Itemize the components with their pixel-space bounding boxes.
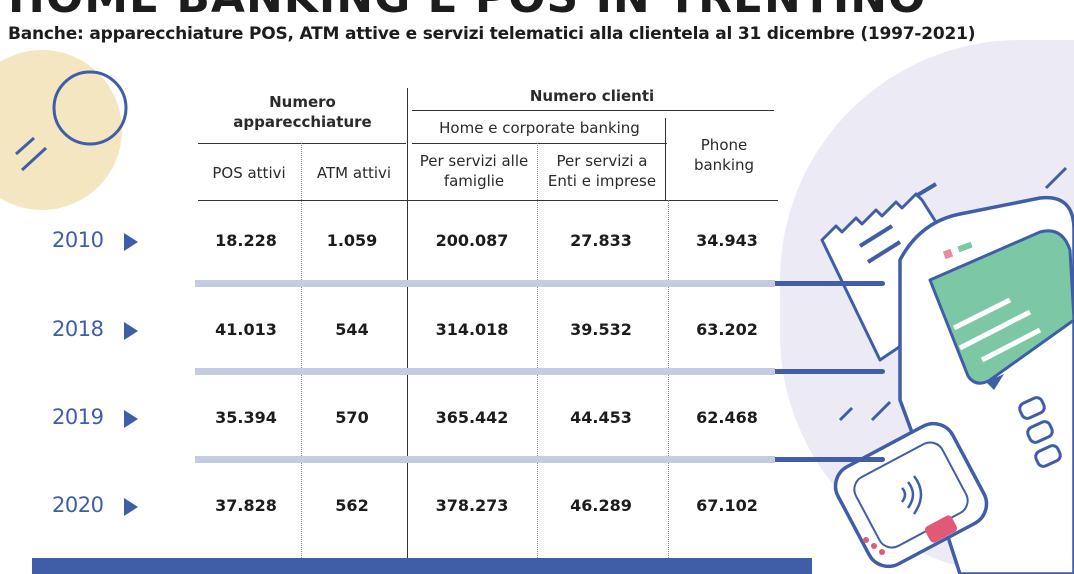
header-rule (412, 143, 667, 144)
row-year-label: 2010 (52, 228, 104, 252)
table-cell: 314.018 (435, 320, 509, 339)
header-col-phone: Phone banking (693, 136, 755, 174)
page-subtitle: Banche: apparecchiature POS, ATM attive … (8, 24, 976, 44)
table-cell: 200.087 (435, 231, 509, 250)
header-subgroup-home-banking: Home e corporate banking (439, 119, 640, 137)
header-col-atm: ATM attivi (316, 164, 392, 182)
table-cell: 18.228 (215, 231, 277, 250)
table-cell: 1.059 (326, 231, 378, 250)
dash-decoration (1044, 166, 1068, 190)
table-cell: 35.394 (215, 408, 277, 427)
row-separator-extension (775, 369, 885, 374)
row-arrow-icon (124, 322, 138, 340)
table-cell: 46.289 (570, 496, 632, 515)
row-separator-extension (775, 457, 885, 462)
row-arrow-icon (124, 410, 138, 428)
row-separator (195, 456, 775, 463)
footer-bar (32, 558, 812, 574)
row-separator-extension (775, 281, 885, 286)
column-divider (668, 200, 669, 574)
table-cell: 37.828 (215, 496, 277, 515)
table-cell: 570 (335, 408, 369, 427)
table-cell: 27.833 (570, 231, 632, 250)
table-cell: 544 (335, 320, 369, 339)
table-cell: 34.943 (696, 231, 758, 250)
row-arrow-icon (124, 498, 138, 516)
header-col-famiglie: Per servizi alle famiglie (419, 152, 529, 190)
dash-decoration (838, 406, 854, 422)
dash-decoration (15, 136, 35, 156)
table-cell: 39.532 (570, 320, 632, 339)
row-arrow-icon (124, 233, 138, 251)
row-separator (195, 368, 775, 375)
table-cell: 44.453 (570, 408, 632, 427)
table-cell: 67.102 (696, 496, 758, 515)
row-year-label: 2018 (52, 317, 104, 341)
table-cell: 562 (335, 496, 369, 515)
header-col-enti: Per servizi a Enti e imprese (547, 152, 657, 190)
header-bottom-rule (198, 200, 778, 201)
column-divider (301, 143, 302, 574)
table-cell: 41.013 (215, 320, 277, 339)
dash-decoration (20, 146, 48, 172)
column-divider (537, 143, 538, 574)
outline-circle-decoration (52, 70, 128, 146)
table-cell: 63.202 (696, 320, 758, 339)
page-title: HOME BANKING E POS IN TRENTINO (8, 0, 926, 20)
row-year-label: 2020 (52, 493, 104, 517)
column-divider (665, 118, 666, 200)
table-cell: 365.442 (435, 408, 509, 427)
header-rule (198, 143, 406, 144)
table-cell: 62.468 (696, 408, 758, 427)
header-rule (412, 110, 774, 111)
row-separator (195, 280, 775, 287)
header-group-clienti: Numero clienti (529, 87, 655, 105)
header-col-pos: POS attivi (212, 164, 286, 182)
column-divider (407, 88, 408, 574)
dash-decoration (870, 400, 892, 422)
row-year-label: 2019 (52, 405, 104, 429)
header-group-apparecchiature: Numero apparecchiature (233, 93, 372, 131)
table-cell: 378.273 (435, 496, 509, 515)
